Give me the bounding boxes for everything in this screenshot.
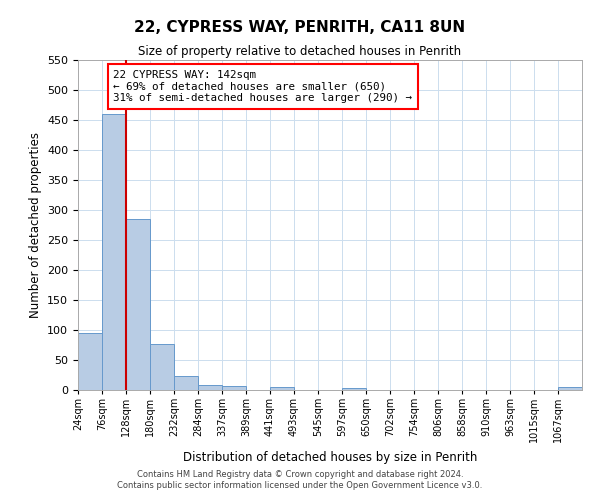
Bar xyxy=(78,333,102,390)
Bar xyxy=(270,387,294,390)
Bar xyxy=(222,386,246,390)
Text: Contains HM Land Registry data © Crown copyright and database right 2024.
Contai: Contains HM Land Registry data © Crown c… xyxy=(118,470,482,490)
Text: 22 CYPRESS WAY: 142sqm
← 69% of detached houses are smaller (650)
31% of semi-de: 22 CYPRESS WAY: 142sqm ← 69% of detached… xyxy=(113,70,412,103)
Text: 22, CYPRESS WAY, PENRITH, CA11 8UN: 22, CYPRESS WAY, PENRITH, CA11 8UN xyxy=(134,20,466,35)
Bar xyxy=(342,388,366,390)
Bar xyxy=(174,376,198,390)
Y-axis label: Number of detached properties: Number of detached properties xyxy=(29,132,41,318)
Bar xyxy=(102,114,126,390)
Text: Size of property relative to detached houses in Penrith: Size of property relative to detached ho… xyxy=(139,45,461,58)
Bar xyxy=(126,219,150,390)
X-axis label: Distribution of detached houses by size in Penrith: Distribution of detached houses by size … xyxy=(183,450,477,464)
Bar xyxy=(198,384,222,390)
Bar xyxy=(150,344,174,390)
Bar xyxy=(558,387,582,390)
